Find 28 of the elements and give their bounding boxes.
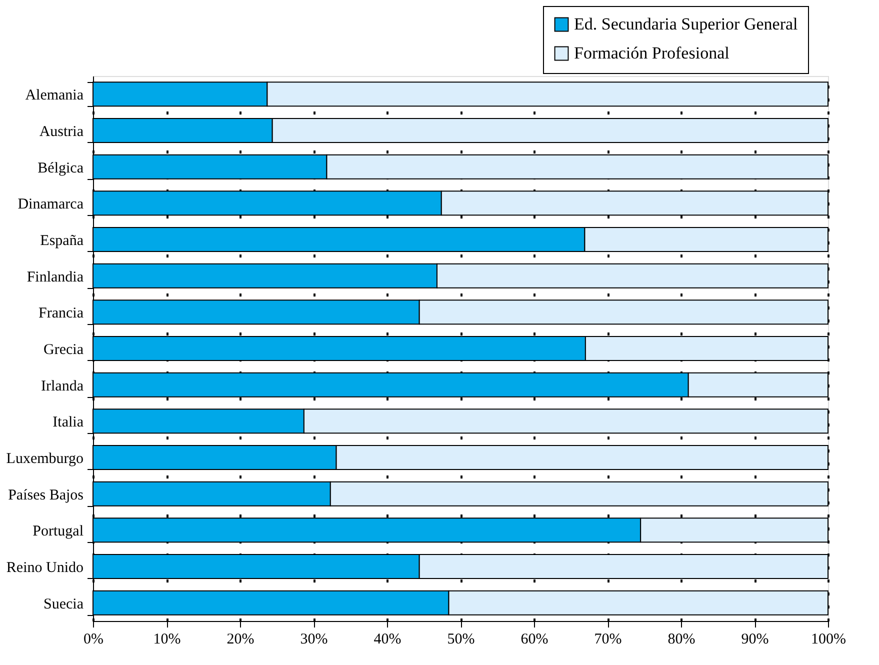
y-tick-label: Países Bajos bbox=[8, 487, 84, 504]
y-tick-label: Italia bbox=[52, 414, 84, 431]
y-tick-label: Irlanda bbox=[41, 378, 84, 394]
x-tick-label: 10% bbox=[153, 632, 181, 648]
y-tick-label: Portugal bbox=[32, 524, 84, 540]
y-tick-label: Finlandia bbox=[26, 269, 84, 286]
x-tick-label: 100% bbox=[811, 632, 846, 648]
x-tick-label: 0% bbox=[84, 632, 104, 648]
y-tick-label: Francia bbox=[38, 306, 84, 322]
y-tick-label: Bélgica bbox=[38, 160, 84, 176]
x-tick-label: 90% bbox=[741, 632, 769, 648]
y-tick-label: Austria bbox=[39, 124, 84, 140]
y-tick-label: Alemania bbox=[25, 88, 84, 104]
legend-label: Formación Profesional bbox=[574, 44, 730, 62]
x-tick-label: 70% bbox=[594, 632, 622, 648]
y-tick-label: Suecia bbox=[44, 596, 84, 612]
y-tick-label: Dinamarca bbox=[18, 196, 84, 213]
y-tick-label: Grecia bbox=[44, 342, 84, 358]
x-tick-label: 40% bbox=[374, 632, 402, 648]
y-tick-label: España bbox=[40, 233, 84, 249]
y-tick-label: Luxemburgo bbox=[6, 451, 84, 467]
y-tick-label: Reino Unido bbox=[6, 560, 84, 576]
x-tick-label: 20% bbox=[226, 632, 254, 648]
x-tick-label: 50% bbox=[447, 632, 475, 648]
x-tick-label: 80% bbox=[668, 632, 696, 648]
x-tick-label: 30% bbox=[300, 632, 328, 648]
x-tick-label: 60% bbox=[520, 632, 548, 648]
legend-label: Ed. Secundaria Superior General bbox=[574, 14, 798, 34]
